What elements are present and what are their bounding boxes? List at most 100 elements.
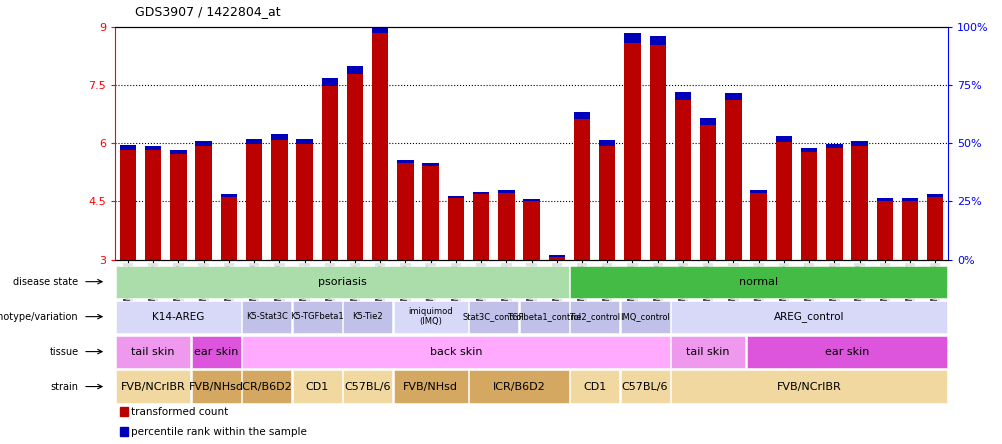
Bar	[548, 257, 564, 260]
Bar	[569, 301, 618, 333]
Bar	[422, 163, 439, 166]
Text: genotype/variation: genotype/variation	[0, 312, 78, 321]
Bar	[473, 192, 489, 194]
Bar	[393, 301, 467, 333]
Text: K5-TGFbeta1: K5-TGFbeta1	[290, 312, 344, 321]
Bar	[826, 144, 842, 148]
Bar	[699, 125, 715, 260]
Bar	[271, 140, 288, 260]
Text: strain: strain	[50, 381, 78, 392]
Bar	[397, 163, 413, 260]
Bar	[569, 370, 618, 403]
Bar	[670, 370, 946, 403]
Bar	[119, 145, 136, 150]
Text: normal: normal	[738, 277, 778, 287]
Bar	[519, 301, 568, 333]
Bar	[145, 150, 161, 260]
Bar	[116, 336, 190, 368]
Bar	[746, 336, 946, 368]
Text: Stat3C_control: Stat3C_control	[463, 312, 524, 321]
Bar	[523, 199, 539, 202]
Text: Tie2_control: Tie2_control	[568, 312, 619, 321]
Bar	[670, 301, 946, 333]
Bar	[598, 140, 615, 147]
Bar	[170, 150, 186, 154]
Bar	[422, 166, 439, 260]
Bar	[242, 301, 291, 333]
Bar	[620, 301, 669, 333]
Text: back skin: back skin	[429, 347, 482, 357]
Bar	[649, 45, 665, 260]
Bar	[573, 112, 589, 119]
Bar	[901, 198, 917, 201]
Bar	[775, 143, 792, 260]
Bar	[372, 25, 388, 33]
Text: ear skin: ear skin	[824, 347, 869, 357]
Bar	[775, 136, 792, 143]
Bar	[926, 197, 943, 260]
Bar	[598, 147, 615, 260]
Text: FVB/NCrIBR: FVB/NCrIBR	[776, 381, 841, 392]
Bar	[220, 197, 236, 260]
Bar	[876, 198, 892, 201]
Text: ICR/B6D2: ICR/B6D2	[492, 381, 545, 392]
Bar	[826, 148, 842, 260]
Bar	[851, 147, 867, 260]
Bar	[523, 202, 539, 260]
Text: K5-Stat3C: K5-Stat3C	[245, 312, 288, 321]
Bar	[749, 193, 767, 260]
Text: IMQ_control: IMQ_control	[619, 312, 669, 321]
Text: tail skin: tail skin	[685, 347, 729, 357]
Text: disease state: disease state	[13, 277, 78, 287]
Bar	[469, 301, 518, 333]
Bar	[343, 370, 392, 403]
Text: K5-Tie2: K5-Tie2	[352, 312, 383, 321]
Bar	[347, 74, 363, 260]
Bar	[296, 139, 313, 144]
Bar	[119, 150, 136, 260]
Bar	[145, 147, 161, 150]
Text: transformed count: transformed count	[131, 407, 228, 416]
Bar	[347, 66, 363, 74]
Bar	[116, 370, 190, 403]
Text: ICR/B6D2: ICR/B6D2	[240, 381, 293, 392]
Bar	[649, 36, 665, 45]
Bar	[469, 370, 568, 403]
Text: percentile rank within the sample: percentile rank within the sample	[131, 427, 307, 436]
Bar	[548, 255, 564, 257]
Text: FVB/NHsd: FVB/NHsd	[403, 381, 458, 392]
Bar	[674, 92, 690, 100]
Bar	[191, 336, 240, 368]
Bar	[116, 266, 568, 298]
Bar	[120, 427, 128, 436]
Bar	[498, 193, 514, 260]
Bar	[293, 370, 342, 403]
Bar	[851, 141, 867, 147]
Bar	[393, 370, 467, 403]
Bar	[447, 196, 464, 198]
Bar	[322, 78, 338, 86]
Bar	[271, 134, 288, 140]
Bar	[699, 118, 715, 125]
Bar	[195, 141, 211, 146]
Bar	[242, 370, 291, 403]
Bar	[397, 159, 413, 163]
Bar	[473, 194, 489, 260]
Bar	[220, 194, 236, 197]
Text: tail skin: tail skin	[131, 347, 174, 357]
Text: CD1: CD1	[582, 381, 605, 392]
Bar	[926, 194, 943, 197]
Text: C57BL/6: C57BL/6	[621, 381, 667, 392]
Text: tissue: tissue	[49, 347, 78, 357]
Bar	[569, 266, 946, 298]
Bar	[623, 33, 640, 43]
Text: CD1: CD1	[306, 381, 329, 392]
Bar	[901, 201, 917, 260]
Text: TGFbeta1_control: TGFbeta1_control	[507, 312, 581, 321]
Bar	[245, 144, 263, 260]
Bar	[245, 139, 263, 144]
Bar	[195, 146, 211, 260]
Text: C57BL/6: C57BL/6	[344, 381, 391, 392]
Bar	[296, 144, 313, 260]
Bar	[498, 190, 514, 193]
